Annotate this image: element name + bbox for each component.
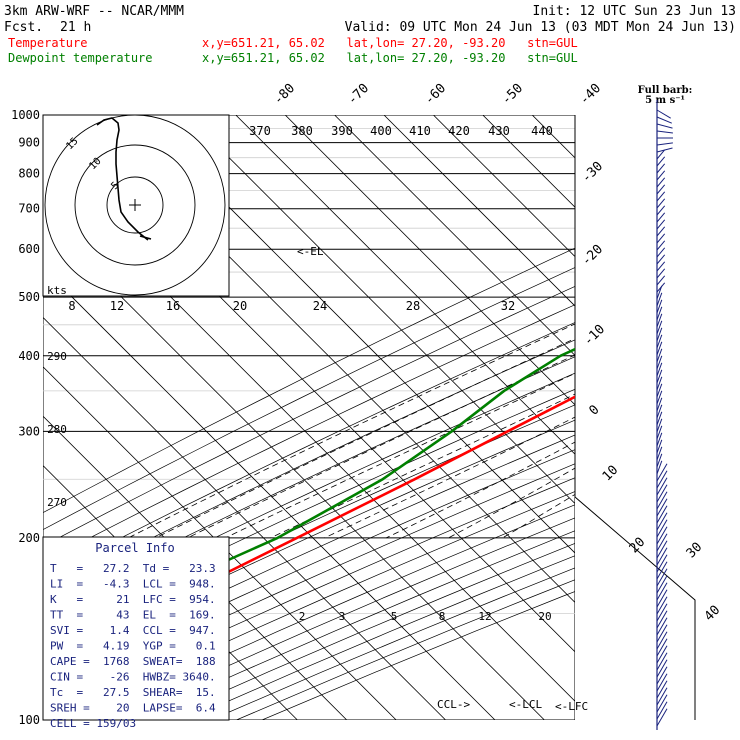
isotherm-label: -40 bbox=[577, 81, 604, 108]
parcel-info-row: LI = -4.3 LCL = 948. bbox=[50, 578, 216, 591]
model-title: 3km ARW-WRF -- NCAR/MMM bbox=[4, 4, 184, 19]
pressure-label: 700 bbox=[18, 202, 40, 216]
lfc-label: <-LFC bbox=[555, 700, 588, 713]
theta-e-label: 370 bbox=[249, 124, 271, 138]
mixing-ratio-label: 2 bbox=[299, 610, 306, 623]
theta-e-label: 400 bbox=[370, 124, 392, 138]
pressure-label: 500 bbox=[18, 290, 40, 304]
theta-label: 280 bbox=[47, 423, 67, 436]
pressure-label: 200 bbox=[18, 531, 40, 545]
parcel-info-panel: Parcel Info T = 27.2 Td = 23.3 LI = -4.3 … bbox=[42, 536, 230, 730]
barb-legend-line2: 5 m s⁻¹ bbox=[645, 95, 685, 106]
barb-legend-line1: Full barb: bbox=[638, 85, 693, 96]
hodo-speed-label: 12 bbox=[110, 299, 124, 313]
parcel-info-title: Parcel Info bbox=[95, 541, 174, 555]
theta-e-label: 440 bbox=[531, 124, 553, 138]
lcl-label: <-LCL bbox=[509, 698, 542, 711]
theta-label: 290 bbox=[47, 350, 67, 363]
isotherm-label: -80 bbox=[271, 81, 298, 108]
hodo-speed-label: 16 bbox=[166, 299, 180, 313]
el-label: <-EL bbox=[297, 245, 324, 258]
wind-barbs bbox=[656, 100, 673, 730]
parcel-info-row: CELL = 159/03 bbox=[50, 717, 136, 730]
pressure-label: 800 bbox=[18, 167, 40, 181]
mixing-ratio-label: 20 bbox=[538, 610, 551, 623]
isotherm-label: -70 bbox=[345, 81, 372, 108]
isotherm-label: -60 bbox=[422, 81, 449, 108]
parcel-info-row: SREH = 20 LAPSE= 6.4 bbox=[50, 702, 216, 715]
dewpoint-location: x,y=651.21, 65.02 lat,lon= 27.20, -93.20… bbox=[202, 51, 578, 65]
dewpoint-legend: Dewpoint temperature bbox=[8, 51, 153, 65]
parcel-info-row: K = 21 LFC = 954. bbox=[50, 593, 216, 606]
pressure-label: 600 bbox=[18, 242, 40, 256]
forecast-label: Fcst. bbox=[4, 20, 43, 35]
hodo-speed-label: 8 bbox=[68, 299, 75, 313]
hodograph: 15 10 5 kts bbox=[42, 114, 230, 297]
parcel-info-row: Tc = 27.5 SHEAR= 15. bbox=[50, 686, 216, 699]
hodo-speed-label: 20 bbox=[233, 299, 247, 313]
parcel-info-row: CAPE = 1768 SWEAT= 188 bbox=[50, 655, 216, 668]
ccl-label: CCL-> bbox=[437, 698, 470, 711]
mixing-ratio-label: 5 bbox=[391, 610, 398, 623]
isotherm-label: 0 bbox=[586, 402, 602, 418]
hodo-speed-label: 28 bbox=[406, 299, 420, 313]
mixing-ratio-label: 8 bbox=[439, 610, 446, 623]
hodo-units: kts bbox=[47, 284, 67, 297]
pressure-label: 300 bbox=[18, 424, 40, 438]
isotherm-label: 40 bbox=[702, 603, 724, 625]
theta-e-label: 380 bbox=[291, 124, 313, 138]
hodo-speed-label: 32 bbox=[501, 299, 515, 313]
parcel-info-row: CIN = -26 HWBZ= 3640. bbox=[50, 671, 216, 684]
isotherm-label: 20 bbox=[627, 535, 649, 557]
mixing-ratio-label: 12 bbox=[478, 610, 491, 623]
init-time: Init: 12 UTC Sun 23 Jun 13 bbox=[533, 4, 737, 19]
valid-time: Valid: 09 UTC Mon 24 Jun 13 (03 MDT Mon … bbox=[345, 20, 736, 35]
theta-e-label: 430 bbox=[488, 124, 510, 138]
hodo-speed-label: 24 bbox=[313, 299, 327, 313]
isotherm-label: -10 bbox=[581, 322, 608, 349]
pressure-label: 100 bbox=[18, 713, 40, 727]
theta-label: 270 bbox=[47, 496, 67, 509]
parcel-info-row: TT = 43 EL = 169. bbox=[50, 609, 216, 622]
theta-e-label: 420 bbox=[448, 124, 470, 138]
parcel-info-row: PW = 4.19 YGP = 0.1 bbox=[50, 640, 216, 653]
temperature-legend: Temperature bbox=[8, 36, 87, 50]
temperature-profile bbox=[43, 395, 575, 710]
isotherm-label: -50 bbox=[499, 81, 526, 108]
theta-e-label: 390 bbox=[331, 124, 353, 138]
isotherm-label: -20 bbox=[579, 242, 606, 269]
pressure-label: 1000 bbox=[11, 108, 40, 122]
theta-e-label: 410 bbox=[409, 124, 431, 138]
pressure-label: 400 bbox=[18, 349, 40, 363]
parcel-info-row: T = 27.2 Td = 23.3 bbox=[50, 562, 216, 575]
mixing-ratio-label: 3 bbox=[339, 610, 346, 623]
temperature-location: x,y=651.21, 65.02 lat,lon= 27.20, -93.20… bbox=[202, 36, 578, 50]
parcel-info-row: SVI = 1.4 CCL = 947. bbox=[50, 624, 216, 637]
pressure-label: 900 bbox=[18, 136, 40, 150]
isotherm-label: 30 bbox=[684, 540, 706, 562]
forecast-hour: 21 h bbox=[60, 20, 91, 35]
isotherm-label: -30 bbox=[579, 159, 606, 186]
isotherm-label: 10 bbox=[600, 463, 622, 485]
